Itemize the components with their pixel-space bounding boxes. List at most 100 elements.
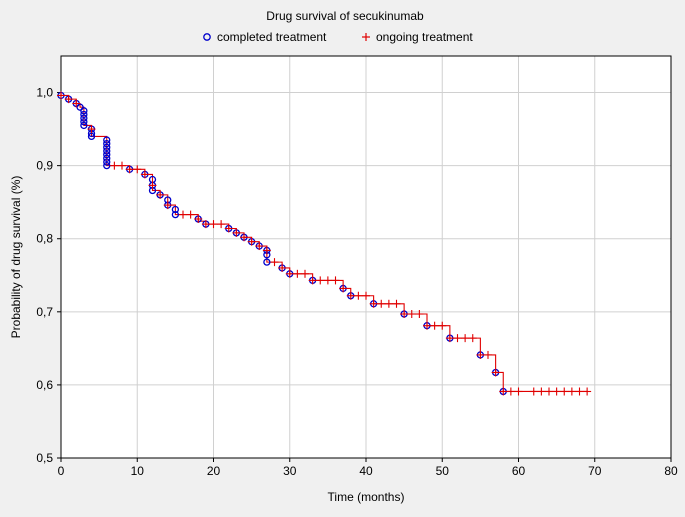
ongoing-treatment-point: [87, 125, 96, 134]
ongoing-treatment-point: [179, 210, 187, 219]
ongoing-treatment-point: [118, 161, 126, 170]
ongoing-treatment-point: [125, 165, 134, 174]
ongoing-treatment-point: [293, 269, 302, 278]
ongoing-treatment-point: [278, 263, 287, 272]
completed-treatment-point: [80, 118, 88, 126]
ongoing-treatment-point: [148, 181, 157, 190]
completed-treatment-point: [103, 161, 111, 170]
ongoing-treatment-point: [583, 387, 592, 396]
y-tick-label: 1,0: [36, 86, 53, 100]
completed-treatment-point: [171, 205, 180, 214]
y-tick-label: 0,5: [36, 451, 53, 465]
ongoing-treatment-point: [377, 299, 386, 308]
ongoing-treatment-point: [445, 334, 454, 343]
ongoing-treatment-point: [484, 350, 492, 359]
ongoing-treatment-point: [567, 387, 576, 396]
ongoing-treatment-point: [392, 299, 401, 308]
ongoing-treatment-point: [316, 276, 325, 285]
ongoing-treatment-point: [491, 368, 500, 377]
ongoing-treatment-point: [301, 269, 309, 278]
ongoing-treatment-markers: [57, 91, 592, 396]
legend-circle-marker: [203, 33, 211, 41]
completed-treatment-point: [171, 210, 180, 219]
ongoing-treatment-point: [240, 233, 248, 242]
ongoing-treatment-point: [552, 387, 561, 396]
completed-treatment-point: [87, 132, 96, 141]
ongoing-treatment-point: [133, 165, 142, 174]
ongoing-treatment-point: [354, 291, 363, 300]
x-tick-label: 10: [131, 464, 145, 478]
x-axis: 0 10 20 30 40 50 60 70 80: [58, 458, 678, 478]
ongoing-treatment-point: [499, 387, 508, 396]
ongoing-treatment-point: [156, 190, 165, 199]
ongoing-treatment-point: [308, 276, 317, 285]
ongoing-treatment-point: [217, 220, 226, 229]
ongoing-treatment-point: [57, 91, 65, 100]
ongoing-treatment-point: [362, 291, 370, 300]
x-tick-label: 80: [664, 464, 678, 478]
gridlines: [61, 56, 671, 458]
ongoing-treatment-point: [64, 95, 73, 104]
ongoing-treatment-point: [110, 161, 119, 170]
completed-treatment-point: [103, 136, 111, 144]
legend-label-ongoing: ongoing treatment: [376, 30, 473, 44]
x-tick-label: 50: [436, 464, 450, 478]
ongoing-treatment-point: [224, 224, 233, 233]
ongoing-treatment-point: [262, 246, 271, 255]
ongoing-treatment-point: [163, 201, 172, 210]
ongoing-treatment-point: [575, 387, 584, 396]
completed-treatment-point: [80, 110, 88, 119]
ongoing-treatment-point: [407, 310, 416, 319]
ongoing-treatment-point: [209, 220, 218, 229]
x-tick-label: 30: [283, 464, 297, 478]
ongoing-treatment-point: [476, 350, 485, 359]
completed-treatment-point: [103, 143, 111, 152]
y-tick-label: 0,6: [36, 378, 53, 392]
completed-treatment-point: [80, 121, 88, 130]
ongoing-treatment-point: [506, 387, 515, 396]
ongoing-treatment-point: [415, 310, 424, 319]
ongoing-treatment-point: [468, 334, 477, 343]
ongoing-treatment-point: [560, 387, 569, 396]
x-tick-label: 20: [207, 464, 221, 478]
completed-treatment-point: [103, 147, 111, 155]
ongoing-treatment-point: [194, 214, 203, 223]
completed-treatment-point: [80, 114, 88, 122]
ongoing-treatment-point: [323, 276, 332, 285]
completed-treatment-point: [103, 158, 111, 166]
ongoing-treatment-point: [423, 321, 431, 330]
completed-treatment-point: [103, 140, 111, 148]
x-axis-title: Time (months): [328, 490, 405, 504]
completed-treatment-point: [263, 258, 271, 266]
y-axis: 0,5 0,6 0,7 0,8 0,9 1,0: [36, 86, 61, 465]
ongoing-treatment-point: [331, 276, 340, 285]
ongoing-treatment-point: [140, 170, 149, 179]
y-axis-title: Probability of drug survival (%): [9, 176, 23, 339]
y-tick-label: 0,8: [36, 232, 53, 246]
ongoing-treatment-point: [369, 299, 378, 308]
ongoing-treatment-point: [545, 387, 553, 396]
x-tick-label: 40: [359, 464, 373, 478]
ongoing-treatment-point: [186, 210, 195, 219]
ongoing-treatment-point: [384, 299, 393, 308]
completed-treatment-point: [80, 107, 88, 115]
ongoing-treatment-point: [270, 258, 279, 267]
y-tick-label: 0,9: [36, 159, 53, 173]
ongoing-treatment-point: [400, 310, 409, 319]
legend: completed treatment ongoing treatment: [203, 30, 473, 44]
ongoing-treatment-point: [438, 321, 447, 330]
ongoing-treatment-point: [255, 242, 264, 251]
x-tick-label: 60: [512, 464, 526, 478]
ongoing-treatment-point: [285, 269, 294, 278]
legend-label-completed: completed treatment: [217, 30, 327, 44]
ongoing-treatment-point: [72, 99, 81, 108]
chart-title: Drug survival of secukinumab: [266, 9, 424, 23]
completed-treatment-point: [103, 151, 111, 159]
ongoing-treatment-point: [461, 334, 470, 343]
x-tick-label: 0: [58, 464, 65, 478]
ongoing-treatment-point: [514, 387, 523, 396]
ongoing-treatment-point: [201, 220, 210, 229]
completed-treatment-point: [76, 103, 84, 111]
ongoing-treatment-point: [537, 387, 546, 396]
